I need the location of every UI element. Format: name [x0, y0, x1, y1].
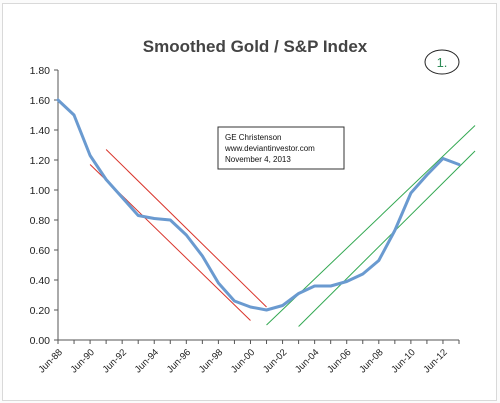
annotation-box: GE Christenson www.deviantinvestor.com N… [217, 126, 345, 170]
trendline [105, 149, 267, 308]
data-point [409, 191, 413, 195]
data-point [169, 218, 172, 222]
x-tick-label: Jun-90 [69, 347, 97, 375]
data-point [120, 196, 124, 199]
x-tick-label: Jun-94 [133, 347, 161, 375]
data-point [104, 178, 108, 181]
figure-number-badge: 1. [424, 49, 460, 75]
data-point [345, 280, 348, 283]
y-tick-label: 1.00 [30, 185, 51, 197]
x-axis: Jun-88 Jun-90 Jun-92 Jun-94 Jun-96 Jun-98 Jun-… [36, 339, 460, 375]
series-line [56, 98, 461, 312]
y-tick-label: 1.60 [30, 95, 51, 107]
data-point [201, 254, 204, 258]
data-point [281, 304, 284, 307]
annotation-website: www.deviantinvestor.com [224, 144, 315, 153]
data-point [393, 229, 397, 232]
y-tick-label: 1.20 [30, 155, 51, 167]
y-tick-label: 0.80 [30, 215, 51, 227]
data-point [441, 157, 445, 160]
y-axis: 0.00 0.20 0.40 0.60 0.80 1.00 1.20 1.40 1.60 1.80 [30, 65, 59, 347]
y-tick-label: 1.80 [30, 65, 51, 77]
y-tick-label: 0.60 [30, 245, 51, 257]
data-point [72, 113, 76, 117]
data-point [329, 284, 332, 288]
data-point [88, 154, 92, 157]
y-tick-label: 0.40 [30, 275, 51, 287]
data-point [137, 214, 140, 217]
data-point [297, 292, 300, 295]
data-point [457, 163, 461, 166]
series-layer [56, 98, 461, 312]
x-tick-label: Jun-00 [229, 347, 257, 375]
y-tick-label: 1.40 [30, 125, 51, 137]
data-point [377, 259, 380, 262]
x-tick-label: Jun-04 [293, 347, 321, 375]
annotation-author: GE Christenson [225, 133, 281, 142]
chart-title: Smoothed Gold / S&P Index [143, 37, 368, 56]
data-point [249, 305, 252, 309]
trendline [298, 150, 476, 327]
badge-label: 1. [437, 55, 448, 70]
annotation-border [217, 126, 345, 170]
x-tick-label: Jun-98 [197, 347, 225, 375]
x-tick-label: Jun-02 [261, 347, 289, 375]
chart-frame [2, 3, 497, 401]
data-point [217, 281, 220, 285]
y-tick-label: 0.00 [30, 335, 51, 347]
x-tick-label: Jun-96 [165, 347, 193, 375]
x-tick-label: Jun-92 [101, 347, 129, 375]
data-point [265, 308, 268, 312]
badge-circle [424, 49, 460, 75]
x-tick-label: Jun-10 [389, 347, 417, 375]
data-point [56, 98, 60, 102]
data-point [185, 233, 188, 237]
x-tick-label: Jun-08 [357, 347, 385, 375]
data-point [153, 217, 156, 220]
annotation-date: November 4, 2013 [225, 155, 291, 164]
x-tick-label: Jun-06 [325, 347, 353, 375]
data-point [361, 272, 364, 276]
x-tick-label: Jun-88 [36, 347, 64, 375]
x-tick-label: Jun-12 [421, 347, 449, 375]
y-tick-label: 0.20 [30, 305, 51, 317]
data-point [233, 299, 236, 303]
data-point [425, 173, 429, 177]
data-point [313, 284, 316, 288]
